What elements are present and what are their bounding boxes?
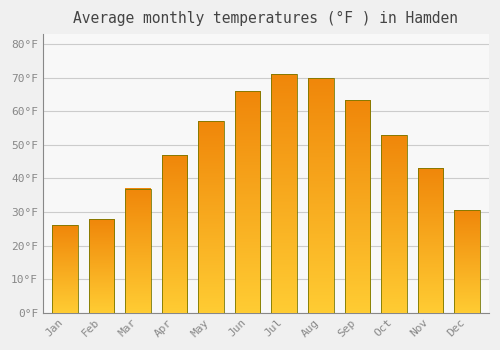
Bar [454,210,480,313]
Bar [198,121,224,313]
Bar [308,78,334,313]
Bar [418,168,443,313]
Bar [125,189,151,313]
Title: Average monthly temperatures (°F ) in Hamden: Average monthly temperatures (°F ) in Ha… [74,11,458,26]
Bar [162,155,188,313]
Bar [381,135,406,313]
Bar [88,219,114,313]
Bar [52,225,78,313]
Bar [235,91,260,313]
Bar [272,75,297,313]
Bar [344,100,370,313]
